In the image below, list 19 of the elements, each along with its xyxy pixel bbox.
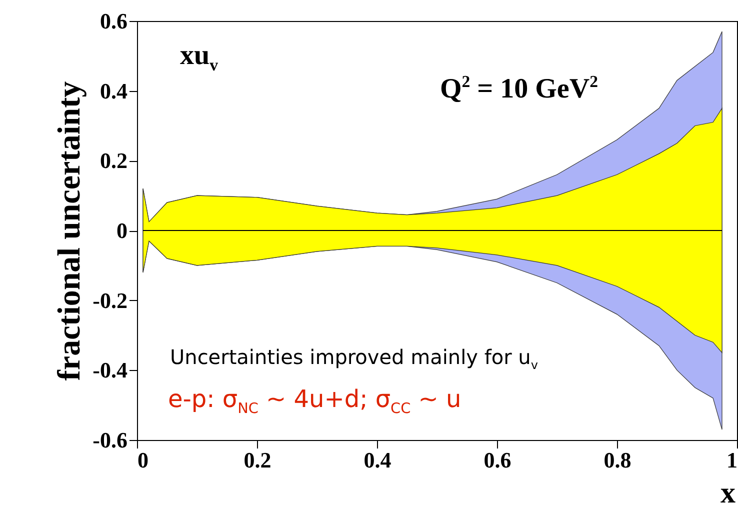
annotation: Q$^{2}$ = 10 GeV$^{2}$ [440,72,598,106]
annotation: e-p: σ$_{NC}$ ~ 4u+d; σ$_{CC}$ ~ u [168,385,462,417]
annotation: Uncertainties improved mainly for u$_{v}$ [170,345,538,372]
y-tick-label: 0.6 [100,8,128,34]
y-tick-label: -0.6 [92,428,128,452]
y-axis-title: fractional uncertainty [50,81,87,381]
x-tick-label: 0.2 [244,448,272,472]
x-tick-label: 0.4 [364,448,392,472]
x-tick-label: 0 [138,448,148,472]
y-tick-label: 0.2 [100,148,128,174]
x-axis-title: x [720,476,736,510]
y-tick-label: -0.2 [92,288,128,313]
x-tick-label: 0.8 [604,448,632,472]
x-tick-label: 0.6 [484,448,512,472]
y-tick-label: 0.4 [100,78,128,104]
x-tick-label: 1 [726,448,738,472]
y-tick-label: 0 [116,218,128,243]
annotation: xu$_{v}$ [180,40,218,76]
y-tick-label: -0.4 [92,358,128,383]
